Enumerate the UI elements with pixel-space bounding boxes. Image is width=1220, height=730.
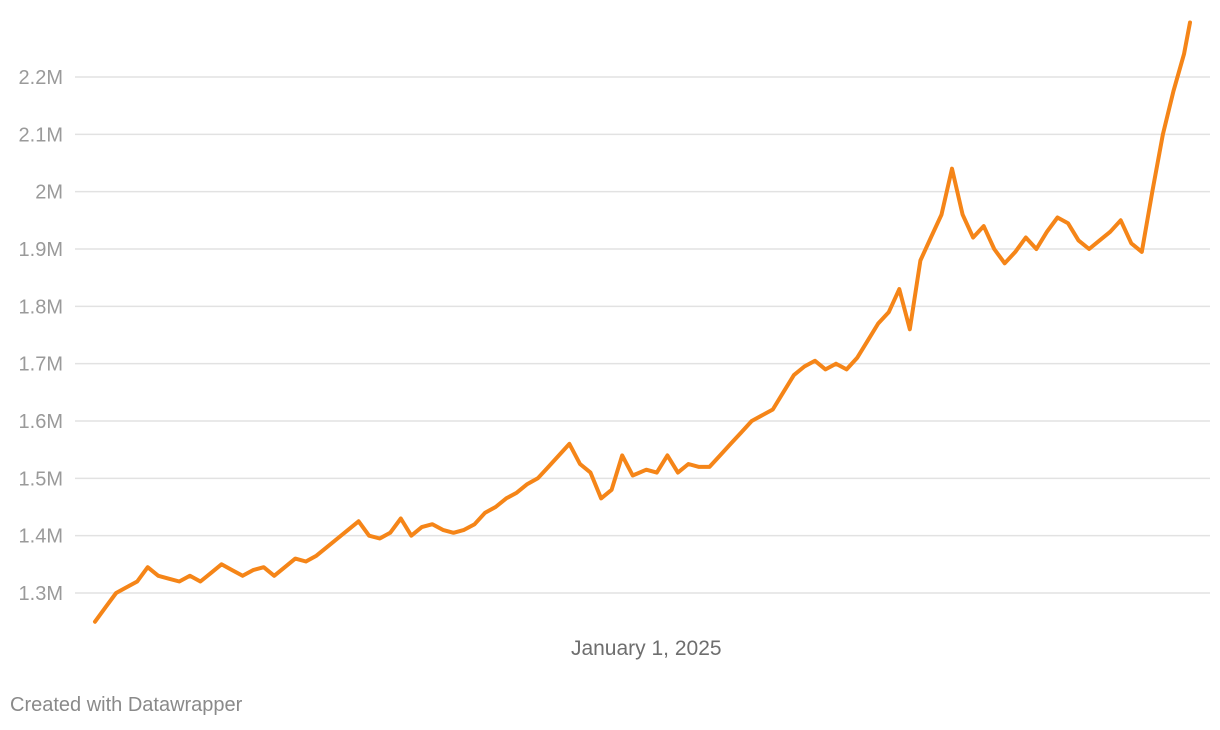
credit-text: Created with Datawrapper: [10, 694, 243, 716]
y-tick-label: 1.8M: [19, 296, 63, 318]
y-tick-label: 1.4M: [19, 526, 63, 548]
y-tick-label: 2M: [35, 182, 63, 204]
y-tick-label: 2.2M: [19, 67, 63, 89]
y-tick-label: 1.5M: [19, 468, 63, 490]
y-axis-tick-labels: 1.3M 1.4M 1.5M 1.6M 1.7M 1.8M 1.9M 2M 2.1M 2.2M: [19, 67, 63, 605]
x-tick-label: January 1, 2025: [571, 637, 722, 660]
y-tick-label: 1.7M: [19, 354, 63, 376]
series-layer: [93, 20, 1192, 624]
y-tick-label: 1.9M: [19, 239, 63, 261]
x-axis-tick-labels: January 1, 2025: [571, 637, 722, 660]
y-tick-label: 1.6M: [19, 411, 63, 433]
series-line-0: [93, 20, 1192, 624]
gridlines: [75, 76, 1210, 594]
line-chart: 1.3M 1.4M 1.5M 1.6M 1.7M 1.8M 1.9M 2M 2.1M 2.2M J…: [19, 20, 1210, 660]
y-tick-label: 2.1M: [19, 124, 63, 146]
y-tick-label: 1.3M: [19, 583, 63, 605]
